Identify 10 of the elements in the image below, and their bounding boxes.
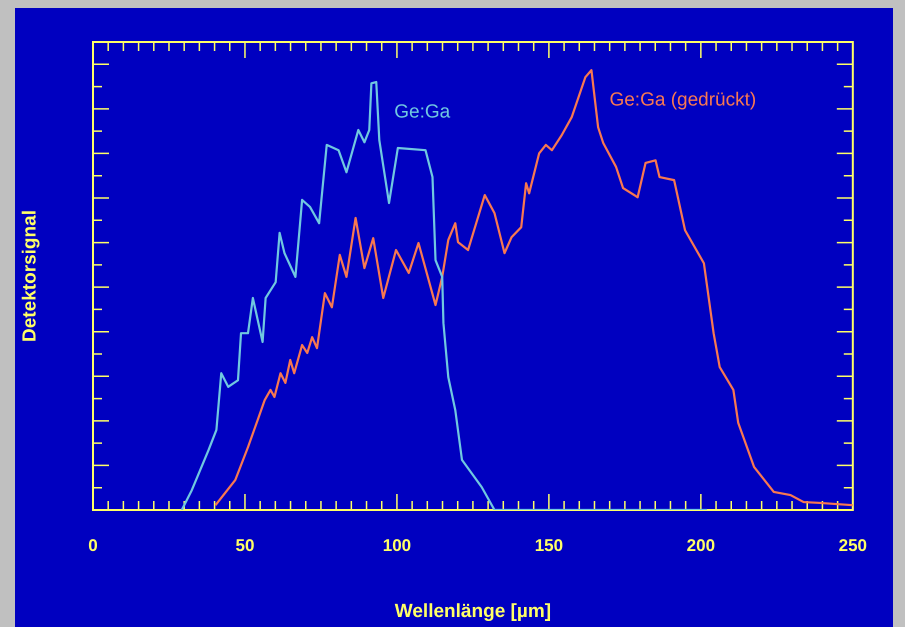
- series-label: Ge:Ga: [394, 101, 451, 122]
- x-tick-label: 100: [382, 536, 412, 555]
- x-axis-title: Wellenlänge [µm]: [394, 600, 552, 622]
- series-label: Ge:Ga (gedrückt): [609, 89, 756, 110]
- x-tick-label: 50: [236, 536, 254, 555]
- x-tick-label: 150: [534, 536, 564, 555]
- y-axis-title: Detektorsignal: [20, 210, 41, 342]
- x-tick-label: 250: [838, 536, 868, 555]
- x-tick-label: 200: [686, 536, 716, 555]
- x-tick-label: 0: [88, 536, 98, 555]
